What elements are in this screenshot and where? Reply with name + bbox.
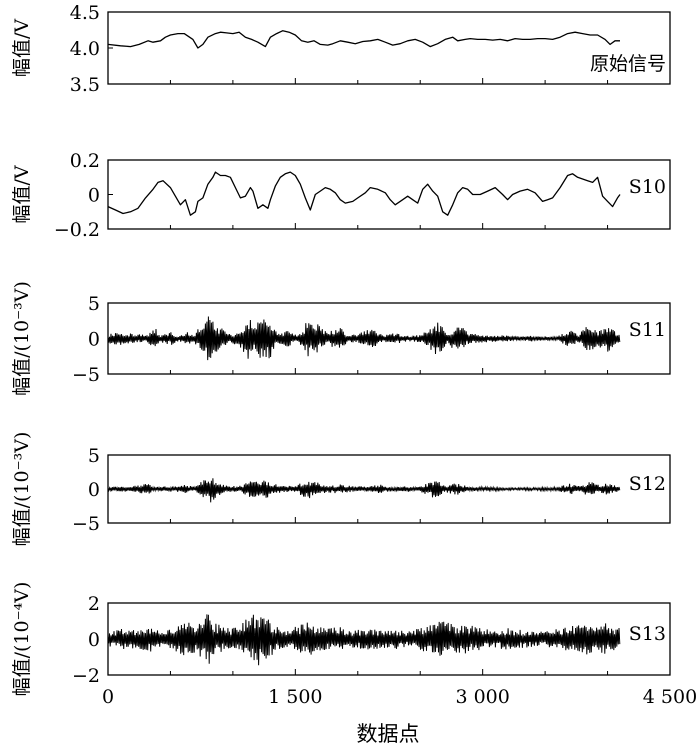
series-label: S13 xyxy=(629,623,666,645)
y-tick-label: 5 xyxy=(88,445,100,467)
y-tick-label: 0 xyxy=(88,629,100,651)
chart-panels: 4.5 4.0 3.5 幅值/V 原始信号 0.2 0 −0.2 幅值/V S10 5 0 −5 幅值/(… xyxy=(11,2,671,697)
y-axis-label: 幅值/(10⁻³V) xyxy=(11,432,33,547)
x-tick-label: 4 500 xyxy=(643,686,697,708)
y-axis-label: 幅值/(10⁻³V) xyxy=(11,281,33,396)
y-axis-label: 幅值/V xyxy=(11,165,33,223)
y-tick-label: 0 xyxy=(88,185,100,207)
x-axis: 0 1 500 3 000 4 500 xyxy=(102,686,697,708)
chart-panel-5: 2 0 −2 幅值/(10⁻⁴V) S13 xyxy=(11,582,671,697)
y-tick-label: 0.2 xyxy=(70,150,100,172)
y-tick-label: −0.2 xyxy=(54,219,100,241)
y-tick-label: 3.5 xyxy=(70,74,100,96)
plot-frame xyxy=(107,11,671,85)
y-tick-label: 4.5 xyxy=(70,2,100,24)
chart-panel-1: 4.5 4.0 3.5 幅值/V 原始信号 xyxy=(11,2,671,96)
signal-line xyxy=(107,316,621,361)
y-axis-label: 幅值/V xyxy=(11,19,33,77)
signal-line xyxy=(107,614,621,666)
y-tick-label: 5 xyxy=(88,293,100,315)
signal-line xyxy=(107,171,621,216)
chart-panel-4: 5 0 −5 幅值/(10⁻³V) S12 xyxy=(11,432,671,547)
series-label: 原始信号 xyxy=(590,53,666,75)
x-tick-label: 0 xyxy=(102,686,114,708)
x-axis-label: 数据点 xyxy=(357,722,420,746)
signal-line xyxy=(107,30,620,49)
signal-line xyxy=(107,478,621,503)
y-tick-label: −2 xyxy=(72,665,100,687)
y-tick-label: 2 xyxy=(88,593,100,615)
x-tick-label: 3 000 xyxy=(455,686,509,708)
y-tick-label: −5 xyxy=(72,364,100,386)
y-tick-label: 0 xyxy=(88,479,100,501)
y-axis-label: 幅值/(10⁻⁴V) xyxy=(11,582,33,697)
chart-panel-2: 0.2 0 −0.2 幅值/V S10 xyxy=(11,150,671,241)
chart-panel-3: 5 0 −5 幅值/(10⁻³V) S11 xyxy=(11,281,671,396)
x-tick-label: 1 500 xyxy=(268,686,322,708)
y-tick-label: 0 xyxy=(88,329,100,351)
y-tick-label: 4.0 xyxy=(70,38,100,60)
y-tick-label: −5 xyxy=(72,513,100,535)
series-label: S10 xyxy=(629,176,666,198)
series-label: S11 xyxy=(629,319,666,341)
series-label: S12 xyxy=(629,473,666,495)
plot-frame xyxy=(107,159,671,230)
